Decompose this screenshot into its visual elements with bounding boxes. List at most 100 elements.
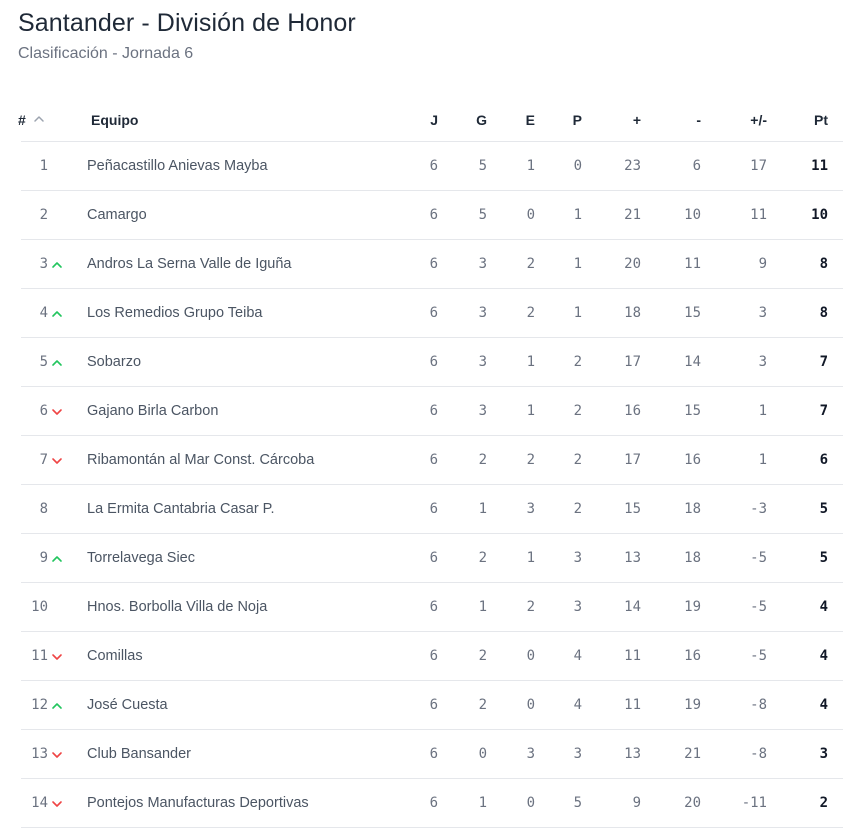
won-cell: 3 — [478, 403, 487, 419]
table-body: 1 Peñacastillo Anievas Mayba 6 5 1 0 23 6 17 11 2 C… — [0, 142, 843, 828]
team-name-cell[interactable]: Pontejos Manufacturas Deportivas — [87, 795, 309, 811]
drawn-cell: 2 — [526, 256, 535, 272]
goals-against-cell: 16 — [684, 648, 701, 664]
points-cell: 3 — [819, 746, 828, 762]
table-row[interactable]: 14 Pontejos Manufacturas Deportivas 6 1 0 5 9 2… — [0, 779, 843, 828]
column-header-position[interactable]: # — [18, 96, 26, 144]
page-title: Santander - División de Honor — [18, 9, 356, 37]
team-name-cell[interactable]: Los Remedios Grupo Teiba — [87, 305, 263, 321]
column-header-goals-for[interactable]: + — [632, 112, 641, 128]
table-row[interactable]: 1 Peñacastillo Anievas Mayba 6 5 1 0 23 6 17 11 — [0, 142, 843, 191]
goals-against-cell: 15 — [684, 403, 701, 419]
column-header-goals-against[interactable]: - — [696, 112, 701, 128]
won-cell: 3 — [478, 256, 487, 272]
position-cell: 9 — [39, 550, 48, 566]
goals-against-cell: 20 — [684, 795, 701, 811]
goals-against-cell: 6 — [692, 158, 701, 174]
table-row[interactable]: 12 José Cuesta 6 2 0 4 11 19 -8 4 — [0, 681, 843, 730]
points-cell: 4 — [819, 599, 828, 615]
lost-cell: 1 — [573, 207, 582, 223]
goal-difference-cell: -3 — [750, 501, 767, 517]
table-row[interactable]: 2 Camargo 6 5 0 1 21 10 11 10 — [0, 191, 843, 240]
lost-cell: 4 — [573, 697, 582, 713]
team-name-cell[interactable]: Hnos. Borbolla Villa de Noja — [87, 599, 268, 615]
drawn-cell: 2 — [526, 305, 535, 321]
goals-against-cell: 21 — [684, 746, 701, 762]
table-row[interactable]: 11 Comillas 6 2 0 4 11 16 -5 4 — [0, 632, 843, 681]
column-header-played[interactable]: J — [430, 112, 438, 128]
column-header-drawn[interactable]: E — [525, 112, 535, 128]
position-cell: 3 — [39, 256, 48, 272]
goals-for-cell: 14 — [624, 599, 641, 615]
goals-for-cell: 21 — [624, 207, 641, 223]
team-name-cell[interactable]: Ribamontán al Mar Const. Cárcoba — [87, 452, 315, 468]
lost-cell: 5 — [573, 795, 582, 811]
column-header-position-label: # — [18, 112, 26, 128]
trend-down-icon — [51, 779, 65, 828]
points-cell: 4 — [819, 648, 828, 664]
goals-for-cell: 20 — [624, 256, 641, 272]
standings-table: # Equipo J G E P + - +/- Pt 1 Peñacastill… — [0, 96, 843, 828]
column-header-points[interactable]: Pt — [814, 112, 828, 128]
drawn-cell: 0 — [526, 697, 535, 713]
team-name-cell[interactable]: Club Bansander — [87, 746, 191, 762]
table-row[interactable]: 10 Hnos. Borbolla Villa de Noja 6 1 2 3 14 19 -5… — [0, 583, 843, 632]
lost-cell: 1 — [573, 256, 582, 272]
drawn-cell: 0 — [526, 207, 535, 223]
goals-for-cell: 23 — [624, 158, 641, 174]
column-header-team[interactable]: Equipo — [91, 112, 139, 128]
table-row[interactable]: 13 Club Bansander 6 0 3 3 13 21 -8 3 — [0, 730, 843, 779]
table-row[interactable]: 7 Ribamontán al Mar Const. Cárcoba 6 2 2 2 17 1… — [0, 436, 843, 485]
column-header-lost[interactable]: P — [572, 112, 582, 128]
drawn-cell: 3 — [526, 746, 535, 762]
chevron-up-icon[interactable] — [33, 113, 45, 125]
lost-cell: 3 — [573, 599, 582, 615]
goals-for-cell: 17 — [624, 452, 641, 468]
goals-against-cell: 15 — [684, 305, 701, 321]
team-name-cell[interactable]: Torrelavega Siec — [87, 550, 195, 566]
lost-cell: 2 — [573, 354, 582, 370]
trend-up-icon — [51, 289, 65, 338]
team-name-cell[interactable]: Gajano Birla Carbon — [87, 403, 219, 419]
goal-difference-cell: -5 — [750, 599, 767, 615]
won-cell: 2 — [478, 452, 487, 468]
table-row[interactable]: 9 Torrelavega Siec 6 2 1 3 13 18 -5 5 — [0, 534, 843, 583]
played-cell: 6 — [429, 599, 438, 615]
table-row[interactable]: 4 Los Remedios Grupo Teiba 6 3 2 1 18 15 3 8 — [0, 289, 843, 338]
goal-difference-cell: 1 — [758, 452, 767, 468]
team-name-cell[interactable]: Camargo — [87, 207, 147, 223]
goals-against-cell: 11 — [684, 256, 701, 272]
table-row[interactable]: 3 Andros La Serna Valle de Iguña 6 3 2 1 20 11 9… — [0, 240, 843, 289]
played-cell: 6 — [429, 403, 438, 419]
goals-for-cell: 13 — [624, 746, 641, 762]
team-name-cell[interactable]: La Ermita Cantabria Casar P. — [87, 501, 275, 517]
points-cell: 5 — [819, 550, 828, 566]
drawn-cell: 0 — [526, 648, 535, 664]
drawn-cell: 1 — [526, 158, 535, 174]
lost-cell: 2 — [573, 452, 582, 468]
goals-against-cell: 16 — [684, 452, 701, 468]
points-cell: 10 — [811, 207, 828, 223]
points-cell: 4 — [819, 697, 828, 713]
column-header-won[interactable]: G — [476, 112, 487, 128]
position-cell: 14 — [31, 795, 48, 811]
won-cell: 2 — [478, 648, 487, 664]
points-cell: 7 — [819, 354, 828, 370]
position-cell: 10 — [31, 599, 48, 615]
position-cell: 8 — [39, 501, 48, 517]
trend-down-icon — [51, 730, 65, 779]
team-name-cell[interactable]: Comillas — [87, 648, 143, 664]
table-row[interactable]: 8 La Ermita Cantabria Casar P. 6 1 3 2 15 18 -3 5 — [0, 485, 843, 534]
position-cell: 12 — [31, 697, 48, 713]
goal-difference-cell: 9 — [758, 256, 767, 272]
position-cell: 4 — [39, 305, 48, 321]
team-name-cell[interactable]: Peñacastillo Anievas Mayba — [87, 158, 268, 174]
column-header-goal-difference[interactable]: +/- — [750, 112, 767, 128]
table-row[interactable]: 6 Gajano Birla Carbon 6 3 1 2 16 15 1 7 — [0, 387, 843, 436]
points-cell: 7 — [819, 403, 828, 419]
goals-for-cell: 18 — [624, 305, 641, 321]
team-name-cell[interactable]: José Cuesta — [87, 697, 168, 713]
table-row[interactable]: 5 Sobarzo 6 3 1 2 17 14 3 7 — [0, 338, 843, 387]
team-name-cell[interactable]: Sobarzo — [87, 354, 142, 370]
team-name-cell[interactable]: Andros La Serna Valle de Iguña — [87, 256, 292, 272]
